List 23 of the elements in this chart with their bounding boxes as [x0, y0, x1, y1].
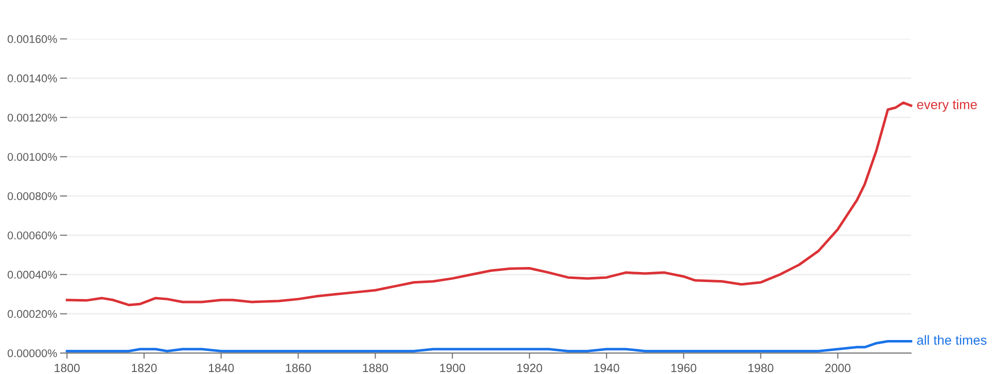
x-tick-label: 1860: [286, 364, 311, 372]
x-tick-label: 1900: [440, 364, 466, 372]
line-series: [66, 101, 912, 306]
y-tick-label: 0.00000%: [8, 349, 57, 358]
x-tick-label: 2000: [825, 364, 850, 372]
x-tick-label: 1980: [748, 364, 774, 372]
y-tick-label: 0.00100%: [8, 152, 57, 161]
y-tick-label: 0.00140%: [8, 74, 57, 82]
series-label: every time: [917, 100, 977, 112]
y-tick-label: 0.00080%: [8, 192, 57, 200]
x-tick-label: 1800: [54, 364, 80, 372]
x-tick-label: 1820: [132, 364, 157, 372]
x-tick-label: 1880: [363, 364, 388, 372]
y-tick-label: 0.00040%: [8, 270, 57, 279]
x-tick-label: 1960: [671, 364, 696, 372]
x-tick-label: 1920: [517, 364, 542, 372]
x-tick-label: 1940: [594, 364, 620, 372]
y-tick-label: 0.00020%: [8, 310, 57, 318]
y-tick-label: 0.00120%: [8, 114, 57, 122]
y-tick-label: 0.00060%: [8, 232, 57, 240]
series-label: all the times: [917, 335, 986, 345]
y-tick-label: 0.00160%: [8, 35, 57, 44]
x-tick-label: 1840: [208, 364, 234, 372]
